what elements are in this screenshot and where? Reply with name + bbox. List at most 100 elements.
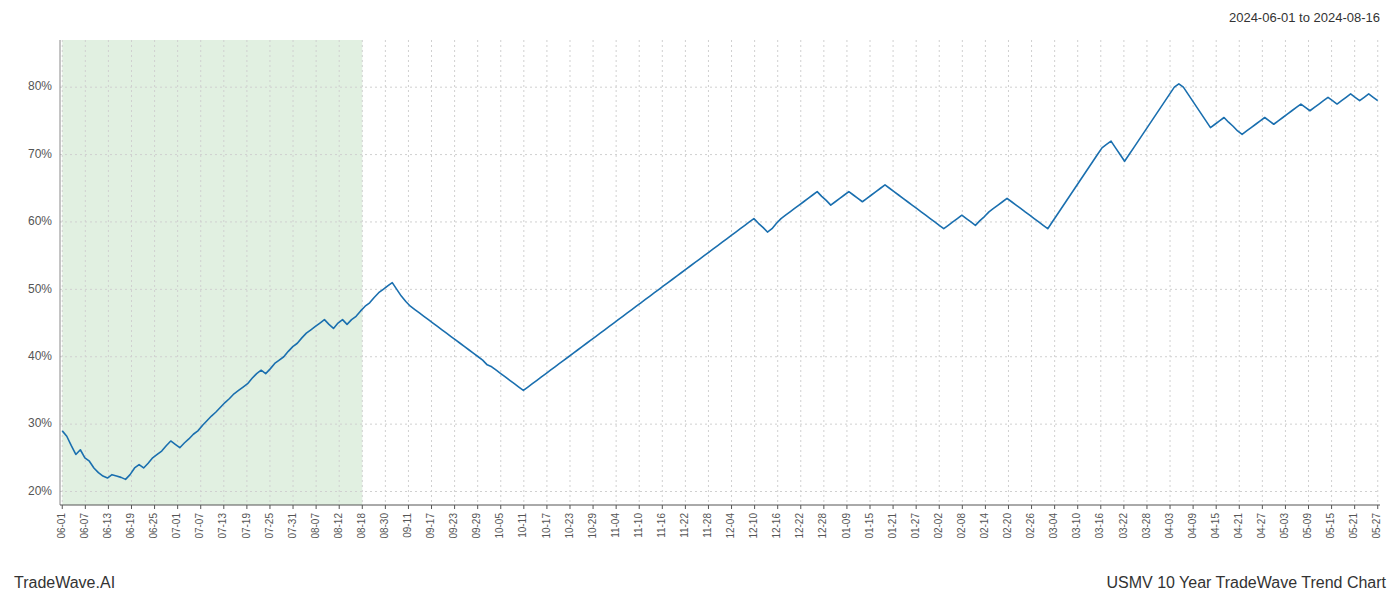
chart: 20%30%40%50%60%70%80%06-0106-0706-1306-1… [0, 0, 1400, 600]
x-tick-label: 02-08 [956, 513, 967, 539]
shade-group [62, 40, 362, 505]
y-axis-line [60, 40, 61, 505]
x-tick-label: 09-23 [448, 513, 459, 539]
x-grid-line [385, 40, 386, 505]
title: 2024-06-01 to 2024-08-16 [1229, 10, 1380, 25]
x-grid-line [639, 40, 640, 505]
x-grid-line [154, 40, 155, 505]
x-tick-label: 05-03 [1279, 513, 1290, 539]
x-grid-line [731, 40, 732, 505]
x-tick-mark [708, 505, 709, 509]
x-tick-label: 10-23 [564, 513, 575, 539]
x-grid-line [870, 40, 871, 505]
x-tick-label: 08-30 [379, 513, 390, 539]
x-tick-mark [269, 505, 270, 509]
x-tick-label: 10-05 [494, 513, 505, 539]
x-tick-mark [1031, 505, 1032, 509]
x-grid-line [939, 40, 940, 505]
x-tick-mark [1308, 505, 1309, 509]
x-tick-mark [639, 505, 640, 509]
x-tick-label: 07-01 [171, 513, 182, 539]
x-tick-label: 01-27 [910, 513, 921, 539]
x-tick-label: 04-27 [1256, 513, 1267, 539]
x-tick-mark [1123, 505, 1124, 509]
x-tick-mark [500, 505, 501, 509]
x-tick-mark [662, 505, 663, 509]
x-grid-line [1216, 40, 1217, 505]
x-tick-mark [1008, 505, 1009, 509]
x-grid-line [916, 40, 917, 505]
x-tick-mark [939, 505, 940, 509]
x-tick-label: 12-28 [817, 513, 828, 539]
x-tick-mark [916, 505, 917, 509]
x-grid-line [500, 40, 501, 505]
x-tick-mark [1262, 505, 1263, 509]
x-tick-mark [1077, 505, 1078, 509]
x-tick-mark [62, 505, 63, 509]
x-tick-mark [1285, 505, 1286, 509]
x-tick-label: 02-20 [1002, 513, 1013, 539]
x-tick-label: 02-14 [979, 513, 990, 539]
x-tick-mark [1377, 505, 1378, 509]
y-tick-label: 60% [28, 214, 52, 228]
x-tick-mark [293, 505, 294, 509]
x-grid-line [1354, 40, 1355, 505]
x-tick-mark [154, 505, 155, 509]
x-tick-mark [131, 505, 132, 509]
x-grid-line [246, 40, 247, 505]
y-tick-label: 50% [28, 282, 52, 296]
x-tick-mark [1354, 505, 1355, 509]
x-grid-line [1285, 40, 1286, 505]
x-tick-label: 05-09 [1302, 513, 1313, 539]
x-grid-line [62, 40, 63, 505]
y-tick-labels: 20%30%40%50%60%70%80% [28, 79, 52, 497]
x-grid-line [616, 40, 617, 505]
x-tick-mark [616, 505, 617, 509]
background [0, 0, 1400, 600]
x-tick-mark [1239, 505, 1240, 509]
x-grid-line [1146, 40, 1147, 505]
x-tick-mark [546, 505, 547, 509]
x-tick-label: 12-04 [725, 513, 736, 539]
x-grid-line [431, 40, 432, 505]
y-grid-line [60, 154, 1380, 155]
x-grid-line [893, 40, 894, 505]
x-tick-label: 01-21 [887, 513, 898, 539]
x-tick-label: 02-26 [1025, 513, 1036, 539]
x-tick-mark [1193, 505, 1194, 509]
y-tick-label: 20% [28, 484, 52, 498]
x-axis-line [60, 505, 1380, 506]
x-tick-mark [1100, 505, 1101, 509]
x-tick-label: 05-15 [1325, 513, 1336, 539]
series-group [62, 84, 1377, 480]
y-tick-label: 40% [28, 349, 52, 363]
annotation: TradeWave.AI [14, 574, 115, 591]
x-tick-label: 12-16 [771, 513, 782, 539]
series-line [62, 84, 1377, 480]
x-tick-label: 05-21 [1348, 513, 1359, 539]
x-tick-mark [523, 505, 524, 509]
x-tick-mark [316, 505, 317, 509]
x-tick-mark [846, 505, 847, 509]
x-grid-line [454, 40, 455, 505]
x-tick-label: 12-10 [748, 513, 759, 539]
x-tick-mark [1054, 505, 1055, 509]
x-tick-label: 01-15 [864, 513, 875, 539]
x-grid-line [593, 40, 594, 505]
x-grid-line [477, 40, 478, 505]
y-grid-line [60, 491, 1380, 492]
x-tick-label: 03-16 [1094, 513, 1105, 539]
x-tick-labels: 06-0106-0706-1306-1906-2507-0107-0707-13… [56, 505, 1382, 539]
x-tick-label: 04-09 [1187, 513, 1198, 539]
x-tick-label: 11-22 [679, 513, 690, 538]
x-tick-mark [985, 505, 986, 509]
x-tick-label: 03-10 [1071, 513, 1082, 539]
x-tick-label: 05-27 [1371, 513, 1382, 539]
x-grid-line [1262, 40, 1263, 505]
x-tick-mark [108, 505, 109, 509]
x-tick-mark [1216, 505, 1217, 509]
y-grid-line [60, 289, 1380, 290]
x-grid-line [1054, 40, 1055, 505]
x-tick-mark [754, 505, 755, 509]
x-tick-label: 09-11 [402, 513, 413, 538]
